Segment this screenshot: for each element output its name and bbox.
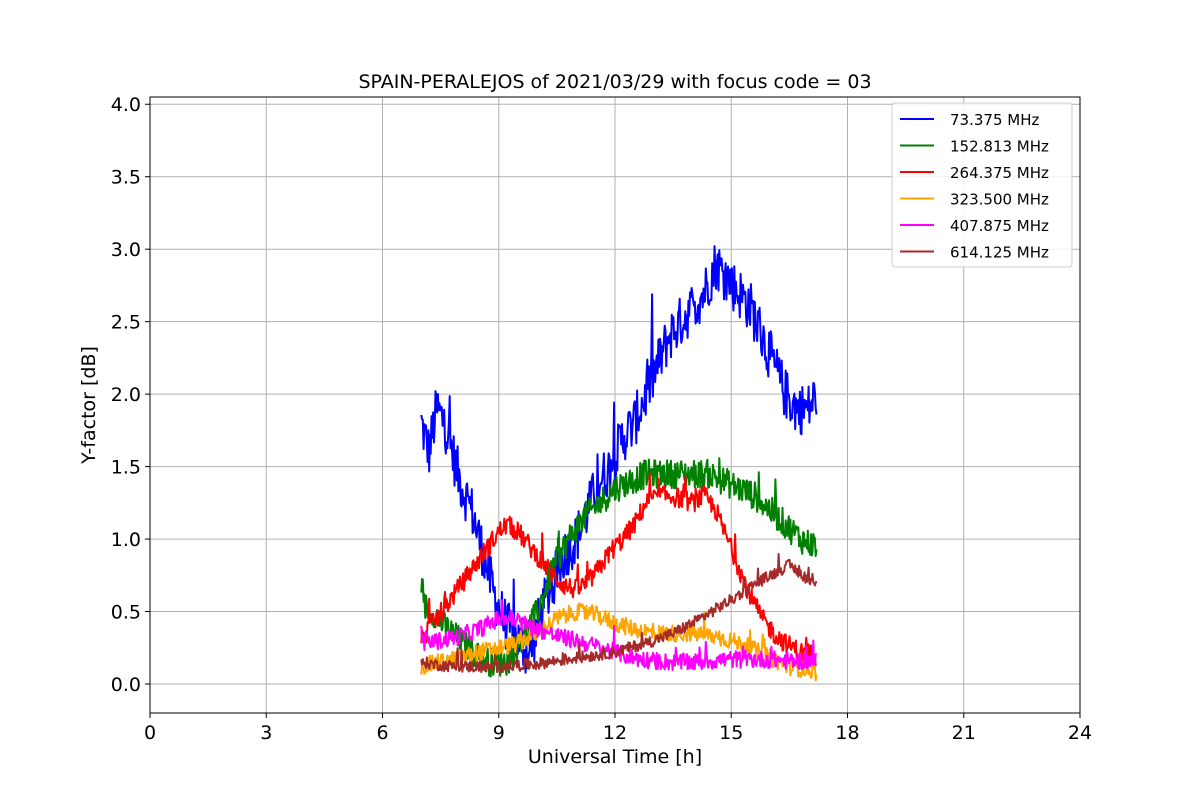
y-tick-label: 4.0 — [111, 94, 141, 116]
x-tick-label: 12 — [603, 722, 627, 744]
x-tick-label: 24 — [1068, 722, 1092, 744]
legend-label: 323.500 MHz — [950, 191, 1049, 209]
x-tick-label: 21 — [952, 722, 976, 744]
series-line-0 — [420, 245, 818, 674]
y-axis-ticks: 0.0 0.5 1.0 1.5 2.0 2.5 3.0 3.5 4.0 — [111, 94, 150, 696]
y-axis-label: Y-factor [dB] — [78, 346, 100, 465]
y-tick-label: 3.5 — [111, 167, 141, 189]
x-tick-label: 15 — [719, 722, 743, 744]
legend: 73.375 MHz 152.813 MHz 264.375 MHz 323.500 … — [891, 102, 1073, 268]
legend-label: 73.375 MHz — [950, 111, 1039, 129]
x-tick-label: 6 — [376, 722, 388, 744]
y-tick-label: 2.0 — [111, 384, 141, 406]
y-tick-label: 0.5 — [111, 602, 141, 624]
x-axis-label: Universal Time [h] — [528, 746, 702, 768]
series-line-2 — [420, 472, 817, 666]
y-tick-label: 1.0 — [111, 529, 141, 551]
x-tick-label: 9 — [493, 722, 505, 744]
legend-label: 407.875 MHz — [950, 217, 1049, 235]
y-tick-label: 3.0 — [111, 239, 141, 261]
legend-label: 152.813 MHz — [950, 138, 1049, 156]
x-tick-label: 18 — [835, 722, 859, 744]
legend-box — [891, 102, 1073, 268]
y-tick-label: 0.0 — [111, 674, 141, 696]
x-axis-ticks: 0 3 6 9 12 15 18 21 24 — [144, 713, 1092, 744]
legend-label: 614.125 MHz — [950, 244, 1049, 262]
x-tick-label: 3 — [260, 722, 272, 744]
y-tick-label: 2.5 — [111, 312, 141, 334]
legend-label: 264.375 MHz — [950, 164, 1049, 182]
x-tick-label: 0 — [144, 722, 156, 744]
series-line-5 — [420, 553, 818, 674]
y-tick-label: 1.5 — [111, 457, 141, 479]
chart-title: SPAIN-PERALEJOS of 2021/03/29 with focus… — [358, 71, 871, 93]
series-lines — [420, 245, 818, 682]
series-line-1 — [420, 457, 818, 678]
series-line-3 — [420, 602, 818, 682]
